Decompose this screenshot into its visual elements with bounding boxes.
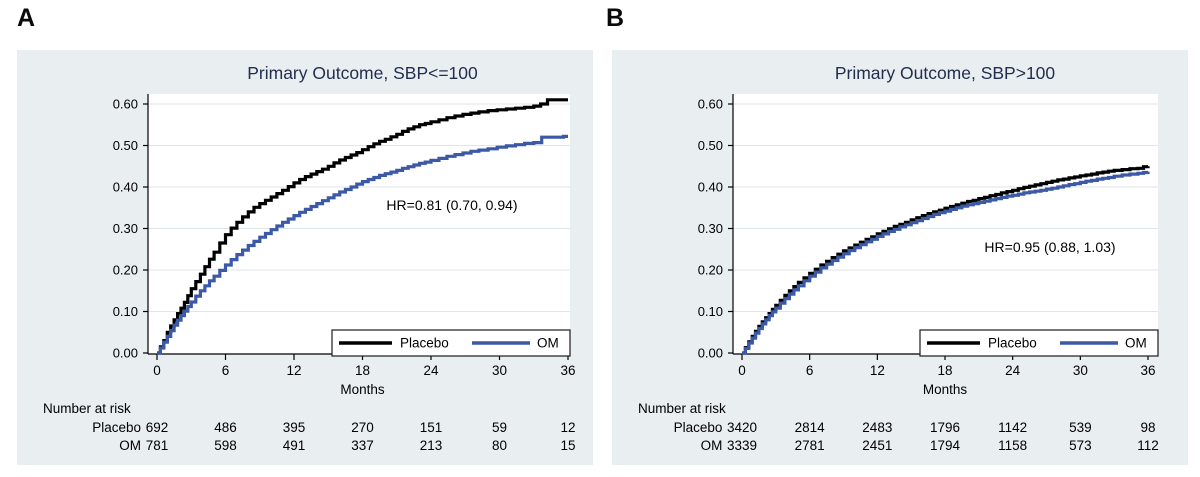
at-risk-value: 2781 — [795, 438, 825, 453]
at-risk-row-label: OM — [119, 438, 141, 453]
x-tick-label: 24 — [423, 363, 439, 378]
at-risk-value: 151 — [420, 420, 443, 435]
x-tick-label: 6 — [806, 363, 814, 378]
x-tick-label: 36 — [560, 363, 575, 378]
y-tick-label: 0.10 — [698, 304, 723, 319]
at-risk-value: 2814 — [795, 420, 826, 435]
at-risk-value: 491 — [283, 438, 306, 453]
y-tick-label: 0.50 — [698, 138, 723, 153]
x-tick-label: 0 — [738, 363, 746, 378]
x-tick-label: 18 — [355, 363, 370, 378]
at-risk-value: 1158 — [998, 438, 1027, 453]
at-risk-value: 80 — [492, 438, 507, 453]
km-chart-b: Primary Outcome, SBP>100 0.00 0.10 0.20 0.30… — [638, 63, 1159, 453]
hr-annotation: HR=0.81 (0.70, 0.94) — [386, 197, 517, 213]
panel-b: Primary Outcome, SBP>100 0.00 0.10 0.20 0.30… — [612, 50, 1188, 465]
at-risk-value: 15 — [560, 438, 575, 453]
chart-title: Primary Outcome, SBP<=100 — [247, 63, 478, 83]
at-risk-value: 598 — [214, 438, 237, 453]
at-risk-value: 213 — [420, 438, 443, 453]
x-axis-title: Months — [340, 382, 385, 397]
x-tick-label: 36 — [1140, 363, 1155, 378]
y-tick-label: 0.50 — [113, 138, 138, 153]
at-risk-row-label: Placebo — [674, 420, 723, 435]
chart-title: Primary Outcome, SBP>100 — [835, 63, 1056, 83]
panel-label-a: A — [17, 4, 36, 32]
panel-label-b: B — [606, 4, 625, 32]
y-tick-label: 0.00 — [698, 346, 723, 361]
om-curve — [157, 134, 568, 355]
at-risk-value: 1142 — [998, 420, 1027, 435]
y-tick-label: 0.10 — [113, 304, 138, 319]
at-risk-value: 2451 — [862, 438, 892, 453]
panel-a: Primary Outcome, SBP<=100 0.00 0.10 0.20 0.3… — [17, 50, 593, 465]
at-risk-value: 337 — [351, 438, 374, 453]
x-tick-label: 30 — [1073, 363, 1088, 378]
x-tick-label: 30 — [492, 363, 507, 378]
legend-label-placebo: Placebo — [400, 336, 449, 351]
at-risk-value: 98 — [1140, 420, 1155, 435]
om-curve — [742, 170, 1150, 355]
at-risk-value: 539 — [1069, 420, 1092, 435]
at-risk-heading: Number at risk — [43, 401, 131, 416]
at-risk-value: 573 — [1069, 438, 1092, 453]
at-risk-value: 781 — [146, 438, 169, 453]
x-tick-label: 12 — [870, 363, 885, 378]
at-risk-value: 1794 — [930, 438, 961, 453]
at-risk-row-label: OM — [701, 438, 723, 453]
at-risk-value: 3339 — [727, 438, 757, 453]
at-risk-value: 395 — [283, 420, 306, 435]
x-tick-label: 0 — [153, 363, 161, 378]
at-risk-row-label: Placebo — [92, 420, 141, 435]
at-risk-value: 112 — [1137, 438, 1159, 453]
y-tick-label: 0.40 — [698, 180, 723, 195]
at-risk-value: 59 — [492, 420, 507, 435]
legend-label-placebo: Placebo — [988, 336, 1037, 351]
at-risk-value: 12 — [560, 420, 575, 435]
plot-area — [733, 94, 1158, 354]
x-tick-label: 6 — [222, 363, 230, 378]
y-tick-label: 0.20 — [698, 263, 723, 278]
plot-area — [148, 94, 570, 354]
x-tick-label: 24 — [1005, 363, 1021, 378]
placebo-curve — [157, 98, 568, 355]
at-risk-heading: Number at risk — [638, 401, 726, 416]
x-tick-label: 18 — [937, 363, 952, 378]
y-tick-label: 0.30 — [113, 221, 138, 236]
at-risk-value: 486 — [214, 420, 237, 435]
at-risk-value: 2483 — [862, 420, 892, 435]
y-tick-label: 0.30 — [698, 221, 723, 236]
x-tick-label: 12 — [286, 363, 301, 378]
y-tick-label: 0.20 — [113, 263, 138, 278]
x-axis-title: Months — [923, 382, 968, 397]
hr-annotation: HR=0.95 (0.88, 1.03) — [984, 239, 1115, 255]
legend-label-om: OM — [537, 336, 559, 351]
at-risk-value: 1796 — [930, 420, 960, 435]
at-risk-value: 3420 — [727, 420, 757, 435]
legend-label-om: OM — [1125, 336, 1147, 351]
at-risk-value: 692 — [146, 420, 169, 435]
y-tick-label: 0.00 — [113, 346, 138, 361]
y-tick-label: 0.40 — [113, 180, 138, 195]
y-tick-label: 0.60 — [113, 97, 138, 112]
at-risk-value: 270 — [351, 420, 374, 435]
y-tick-label: 0.60 — [698, 97, 723, 112]
km-chart-a: Primary Outcome, SBP<=100 0.00 0.10 0.20 0.3… — [43, 63, 576, 453]
